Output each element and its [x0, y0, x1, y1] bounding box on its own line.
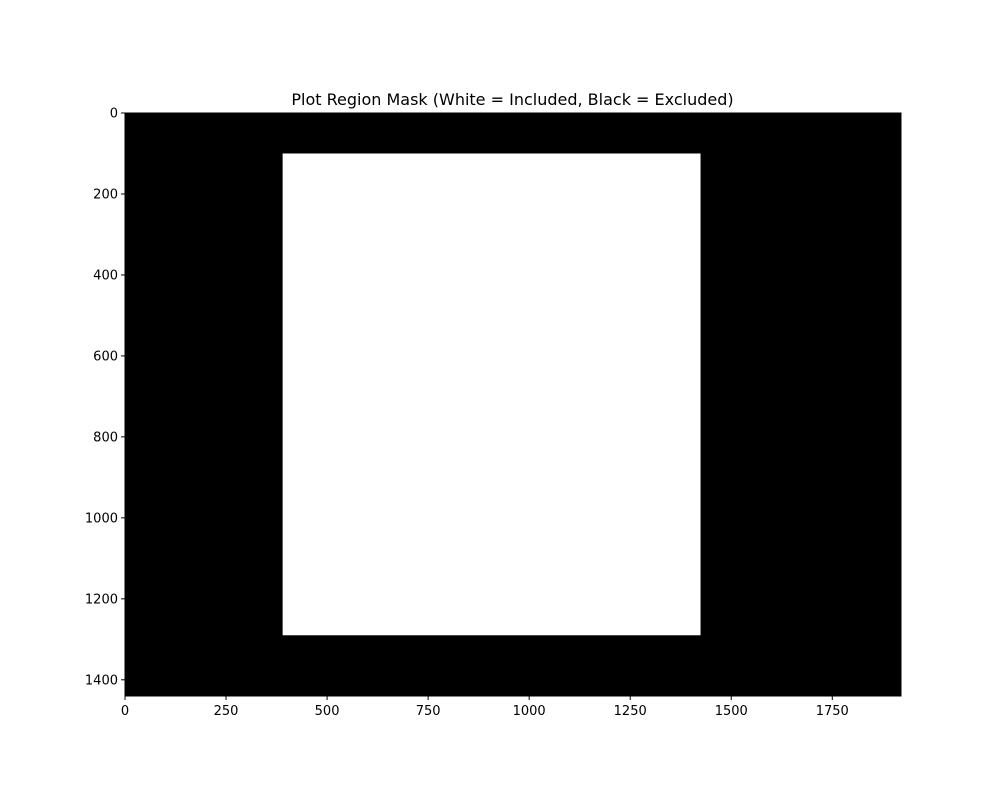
x-tick-label: 1000 [513, 704, 546, 719]
chart-title: Plot Region Mask (White = Included, Blac… [291, 90, 733, 109]
x-tick-label: 1750 [816, 704, 849, 719]
y-tick-label: 1200 [85, 592, 118, 607]
y-tick-label: 1400 [85, 673, 118, 688]
y-tick-label: 800 [93, 430, 118, 445]
x-tick-label: 0 [121, 704, 129, 719]
plot-area [124, 112, 902, 697]
x-tick-label: 250 [214, 704, 239, 719]
x-tick-label: 500 [315, 704, 340, 719]
y-tick-label: 600 [93, 349, 118, 364]
y-tick-label: 200 [93, 187, 118, 202]
x-tick-label: 1500 [715, 704, 748, 719]
y-tick-label: 0 [110, 107, 118, 122]
x-tick-label: 1250 [614, 704, 647, 719]
y-tick-label: 400 [93, 268, 118, 283]
x-axis: 0 250 500 750 1000 1250 1500 1750 [121, 696, 849, 719]
plot-frame [124, 112, 902, 697]
y-axis: 0 200 400 600 800 1000 1200 1400 [85, 107, 125, 688]
x-tick-label: 750 [416, 704, 441, 719]
y-tick-label: 1000 [85, 511, 118, 526]
mask-included-region [282, 153, 701, 636]
